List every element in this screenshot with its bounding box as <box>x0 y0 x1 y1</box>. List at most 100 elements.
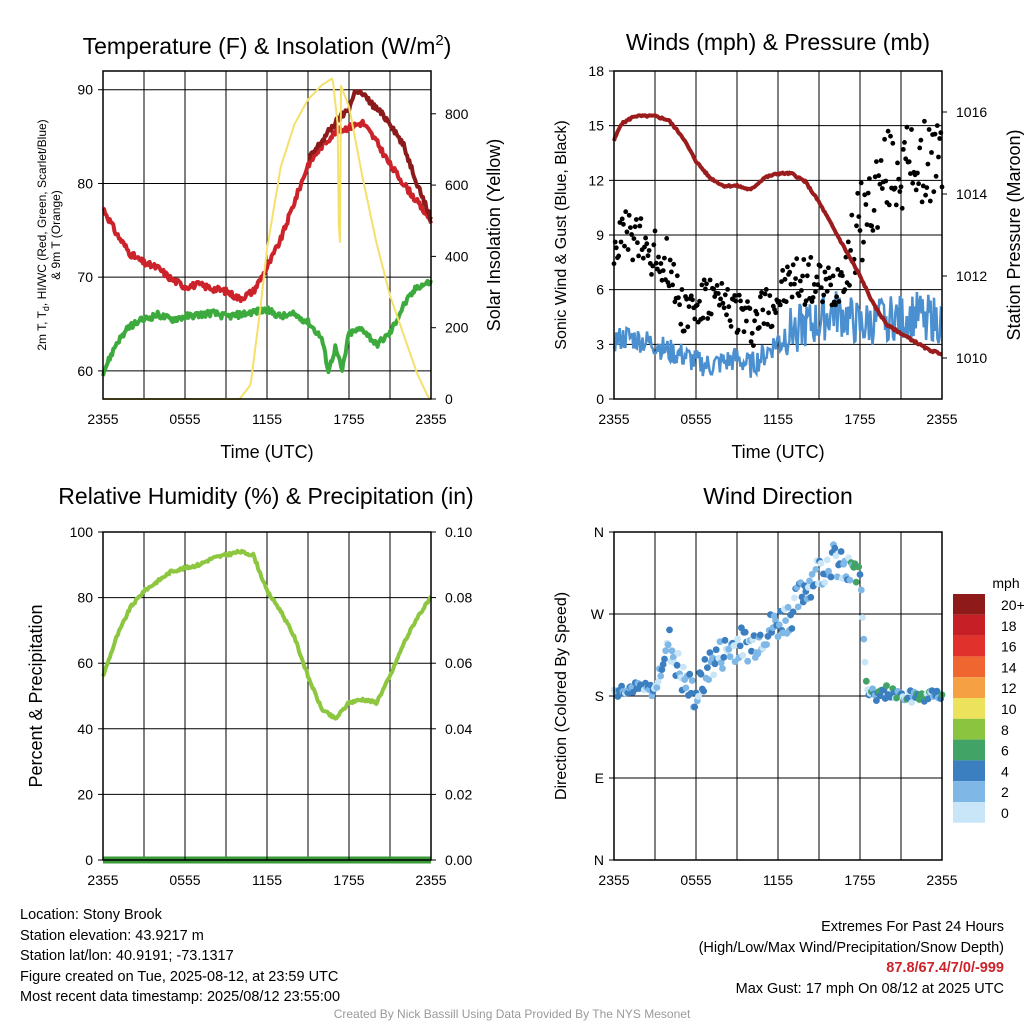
gust-point <box>752 318 757 324</box>
gust-point <box>725 287 730 292</box>
figure-created: Figure created on Tue, 2025-08-12, at 23… <box>20 968 339 985</box>
gust-point <box>802 302 808 307</box>
gust-point <box>796 293 802 299</box>
legend-swatch <box>953 802 985 823</box>
legend-swatch <box>953 677 985 698</box>
wind-speed-line <box>612 291 943 378</box>
direction-point <box>908 699 916 706</box>
gust-point <box>670 282 675 288</box>
gust-point <box>749 330 755 336</box>
dewpoint-line <box>101 278 433 377</box>
gust-point <box>667 257 673 263</box>
legend-swatch <box>953 781 985 802</box>
station-info: Location: Stony Brook Station elevation:… <box>20 905 340 1008</box>
right-tick-label: 400 <box>445 248 469 264</box>
latest-timestamp: Most recent data timestamp: 2025/08/12 2… <box>20 989 341 1005</box>
gust-point <box>854 223 859 229</box>
direction-point <box>763 641 770 648</box>
extremes-legend: (High/Low/Max Wind/Precipitation/Snow De… <box>698 939 1004 956</box>
gust-point <box>906 159 912 165</box>
legend-title: mph <box>992 575 1019 591</box>
gust-point <box>624 229 630 235</box>
right-tick-label: 600 <box>445 177 469 193</box>
gust-point <box>883 178 889 184</box>
gust-point <box>782 276 788 282</box>
gust-point <box>799 288 804 293</box>
x-tick-label: 0555 <box>169 411 200 427</box>
legend-label: 20+ <box>1001 597 1024 613</box>
pressure-y-label: Station Pressure (Maroon) <box>1004 129 1024 340</box>
gust-point <box>773 310 779 316</box>
direction-point <box>680 663 687 671</box>
gust-point <box>803 298 809 304</box>
direction-point <box>726 653 734 661</box>
direction-point <box>659 661 667 668</box>
y-tick-label: 3 <box>596 336 604 352</box>
gust-point <box>636 253 641 259</box>
gust-point <box>748 339 754 344</box>
legend-swatch <box>953 718 985 740</box>
direction-point <box>697 670 705 678</box>
y-tick-label: E <box>595 770 604 786</box>
gust-point <box>787 269 793 275</box>
gust-point <box>728 324 734 329</box>
gust-point <box>821 292 827 298</box>
gust-point <box>736 292 742 298</box>
humidity-x-ticks: 2355 0555 1155 1755 2355 <box>87 854 447 888</box>
gust-point <box>721 305 727 311</box>
legend-label: 8 <box>1001 722 1009 738</box>
gust-point <box>927 198 933 204</box>
gust-point <box>762 291 768 297</box>
gust-point <box>800 273 805 279</box>
gust-point <box>692 316 698 322</box>
gust-point <box>707 277 713 283</box>
gust-point <box>878 158 884 163</box>
gust-point <box>813 289 818 295</box>
gust-point <box>699 282 705 288</box>
y-tick-label: 100 <box>70 524 94 540</box>
gust-point <box>632 224 638 230</box>
right-tick-label: 800 <box>445 106 469 122</box>
direction-point <box>648 692 656 700</box>
gust-point <box>863 202 869 207</box>
direction-point <box>721 636 729 644</box>
gust-point <box>722 292 728 298</box>
y-tick-label: 80 <box>77 175 93 191</box>
gust-point <box>694 302 700 308</box>
x-tick-label: 1755 <box>333 872 364 888</box>
legend-swatch <box>953 698 985 719</box>
gust-point <box>718 296 723 302</box>
direction-point <box>688 677 696 684</box>
gust-point <box>899 205 905 211</box>
gust-point <box>732 293 738 298</box>
gust-point <box>826 265 831 271</box>
gust-point <box>892 185 898 191</box>
gust-point <box>653 260 659 266</box>
gust-point <box>917 145 923 151</box>
gust-point <box>744 318 749 324</box>
winds-panel: Winds (mph) & Pressure (mb) Sonic Wind &… <box>553 29 1024 462</box>
y-tick-label: 0 <box>596 391 604 407</box>
gust-point <box>715 291 721 296</box>
temperature-y-ticks: 60 70 80 90 <box>77 82 103 379</box>
y-tick-label: 6 <box>596 282 604 298</box>
gust-point <box>685 324 691 330</box>
direction-point <box>855 563 863 571</box>
direction-point <box>669 653 677 661</box>
x-tick-label: 0555 <box>680 411 711 427</box>
gust-point <box>848 248 853 253</box>
insolation-y-ticks: 0 200 400 600 800 <box>431 106 469 407</box>
y-tick-label: N <box>594 852 604 868</box>
direction-point <box>657 672 665 680</box>
station-elevation: Station elevation: 43.9217 m <box>20 927 204 944</box>
gust-point <box>885 128 891 134</box>
x-tick-label: 2355 <box>415 411 446 427</box>
direction-point <box>658 666 666 673</box>
gust-point <box>767 293 773 298</box>
gust-point <box>932 131 938 137</box>
gust-point <box>789 294 795 300</box>
direction-point <box>859 614 866 621</box>
direction-point <box>662 647 670 655</box>
direction-point <box>744 657 752 665</box>
direction-point <box>695 692 702 700</box>
